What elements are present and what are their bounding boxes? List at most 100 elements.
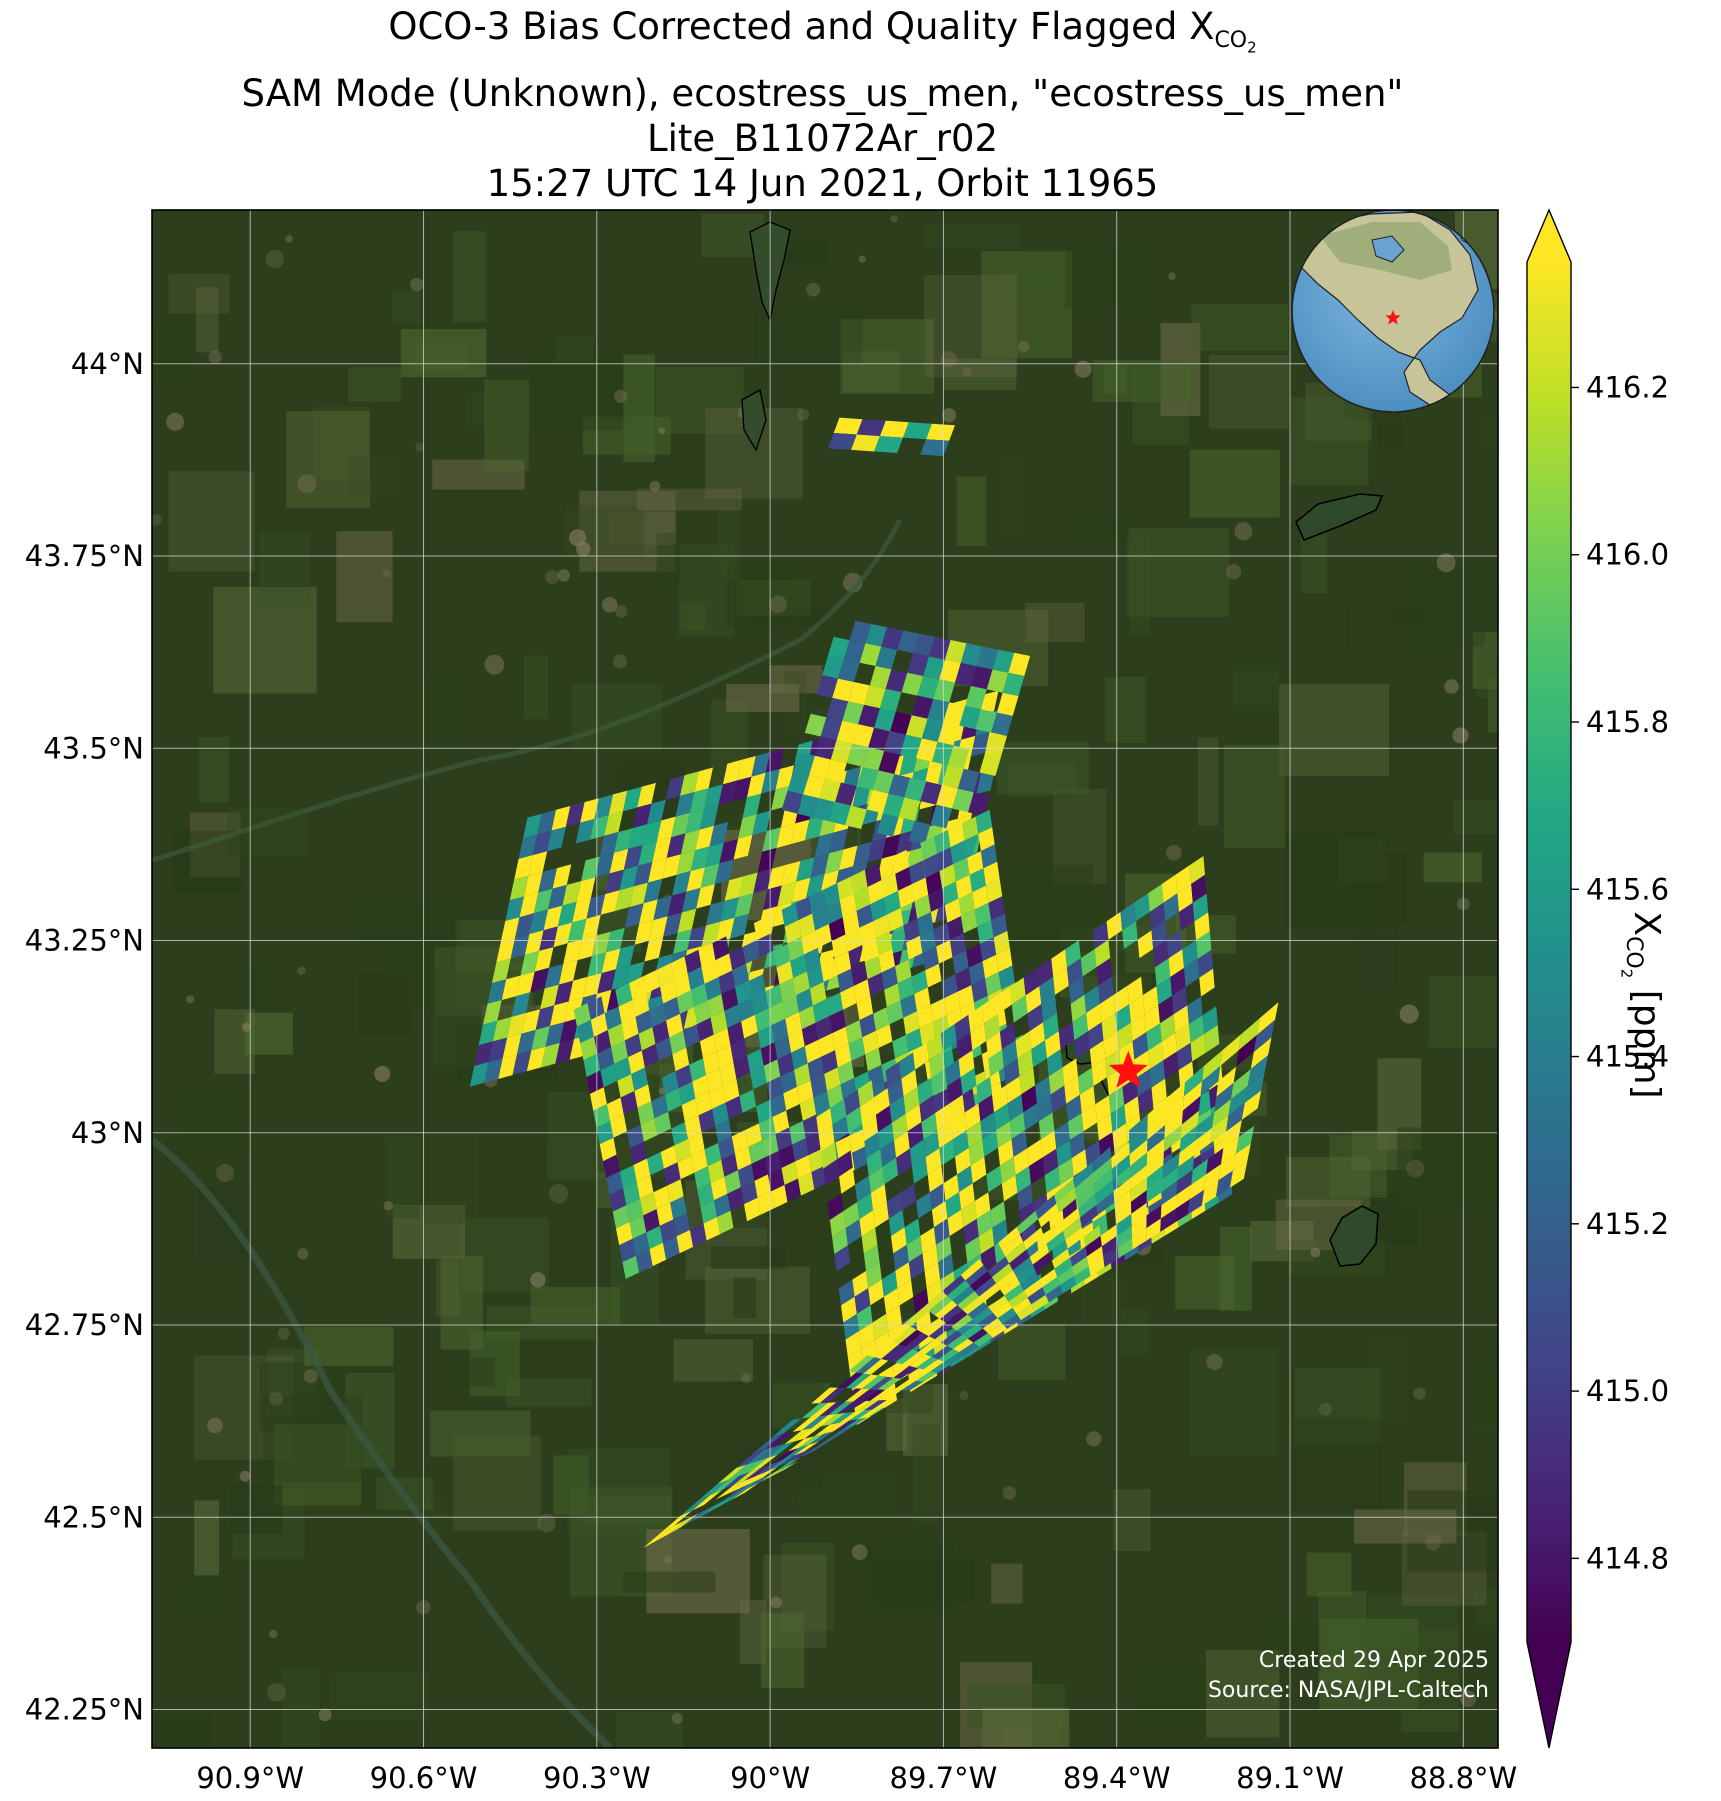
xco2-footprint: [958, 892, 975, 917]
xco2-footprint: [940, 1024, 957, 1051]
xco2-footprint: [725, 1096, 743, 1120]
xco2-footprint: [968, 1139, 985, 1166]
xco2-footprint: [864, 685, 886, 709]
town-patch: [484, 654, 505, 675]
xco2-footprint: [674, 1139, 691, 1163]
xco2-footprint: [893, 1365, 917, 1379]
terrain-patch: [1077, 518, 1129, 539]
xco2-footprint: [929, 1051, 945, 1078]
xco2-footprint: [886, 908, 904, 932]
xco2-footprint: [750, 1065, 767, 1090]
xco2-footprint: [713, 1028, 731, 1052]
xco2-footprint: [720, 897, 739, 922]
xco2-footprint: [829, 801, 851, 826]
xco2-footprint: [771, 1185, 788, 1209]
xco2-footprint: [773, 1418, 802, 1436]
xco2-footprint: [928, 1295, 953, 1316]
xco2-footprint: [1016, 1210, 1039, 1235]
xco2-footprint: [763, 1059, 781, 1083]
xco2-footprint: [1161, 1032, 1177, 1061]
xco2-footprint: [853, 841, 872, 867]
xco2-footprint: [948, 823, 965, 848]
xco2-footprint: [828, 917, 846, 942]
xco2-footprint: [1042, 1148, 1059, 1176]
xco2-footprint: [1111, 1142, 1130, 1169]
terrain-patch: [1279, 684, 1389, 776]
xco2-footprint: [811, 1413, 838, 1429]
xco2-footprint: [1004, 1283, 1024, 1302]
xco2-footprint: [738, 814, 757, 839]
xco2-footprint: [908, 820, 931, 845]
xco2-footprint: [890, 711, 912, 735]
xco2-footprint: [846, 743, 869, 767]
xco2-footprint: [1054, 1178, 1075, 1204]
xco2-footprint: [845, 805, 867, 829]
xco2-footprint: [916, 738, 938, 762]
map-frame: [151, 209, 1499, 1749]
xco2-footprint: [1156, 977, 1172, 1005]
xco2-footprint: [903, 1011, 920, 1035]
xco2-footprint: [921, 718, 944, 742]
xco2-footprint: [648, 858, 667, 883]
xco2-footprint: [823, 1159, 840, 1186]
xco2-footprint: [516, 971, 535, 997]
xco2-footprint: [998, 1226, 1020, 1250]
terrain-patch: [711, 1245, 786, 1269]
xco2-footprint: [859, 1013, 876, 1038]
xco2-footprint: [996, 692, 1019, 716]
xco2-footprint: [845, 1373, 871, 1389]
town-patch: [1226, 564, 1242, 580]
xco2-footprint: [959, 1183, 975, 1210]
xco2-footprint: [858, 1408, 882, 1419]
xco2-footprint: [712, 1102, 729, 1126]
xco2-footprint: [1072, 1162, 1093, 1189]
xco2-footprint: [1149, 1060, 1166, 1088]
xco2-footprint: [819, 778, 841, 802]
xco2-footprint: [735, 1477, 763, 1495]
xco2-footprint: [623, 1181, 640, 1206]
xco2-footprint: [1226, 1102, 1245, 1132]
map-panel[interactable]: [150, 208, 1579, 1801]
target-site-marker[interactable]: [1108, 1050, 1148, 1088]
xco2-footprint: [1116, 1213, 1132, 1236]
xco2-footprint: [945, 1192, 962, 1219]
xco2-footprint: [1029, 1157, 1045, 1185]
xco2-footprint: [798, 913, 816, 938]
xco2-footprint: [1046, 1049, 1063, 1077]
xco2-footprint: [739, 1471, 767, 1489]
xco2-footprint: [540, 984, 559, 1010]
xco2-footprint: [1071, 1149, 1088, 1177]
xco2-footprint: [790, 954, 807, 978]
xco2-footprint: [812, 999, 830, 1023]
xco2-footprint: [483, 1000, 502, 1025]
xco2-footprint: [597, 1047, 615, 1071]
xco2-footprint: [955, 875, 973, 899]
xco2-footprint: [628, 824, 648, 849]
xco2-footprint: [655, 1519, 687, 1542]
terrain-patch: [356, 904, 463, 947]
xco2-footprint: [942, 765, 964, 789]
xco2-footprint: [952, 1285, 975, 1306]
xco2-footprint: [936, 847, 954, 871]
xco2-footprint: [541, 1042, 560, 1068]
xco2-footprint: [791, 1046, 808, 1070]
terrain-patch: [196, 1186, 251, 1259]
xco2-footprint: [517, 1029, 536, 1055]
target-star-icon: [1108, 1050, 1148, 1088]
xco2-footprint: [771, 1461, 798, 1477]
xco2-footprint: [696, 1017, 714, 1042]
town-patch: [1399, 1004, 1419, 1024]
xco2-footprint: [767, 1441, 795, 1458]
xco2-footprint: [559, 1018, 579, 1043]
xco2-footprint: [993, 930, 1010, 955]
xco2-footprint: [563, 939, 582, 964]
xco2-footprint: [919, 1095, 936, 1123]
xco2-footprint: [1021, 1085, 1037, 1113]
xco2-footprint: [1115, 1201, 1132, 1225]
xco2-footprint: [669, 1030, 687, 1055]
xco2-footprint: [868, 727, 890, 751]
town-patch: [1310, 1247, 1321, 1258]
xco2-footprint: [810, 1073, 827, 1098]
xco2-footprint: [814, 832, 834, 858]
xco2-footprint: [629, 976, 647, 1000]
